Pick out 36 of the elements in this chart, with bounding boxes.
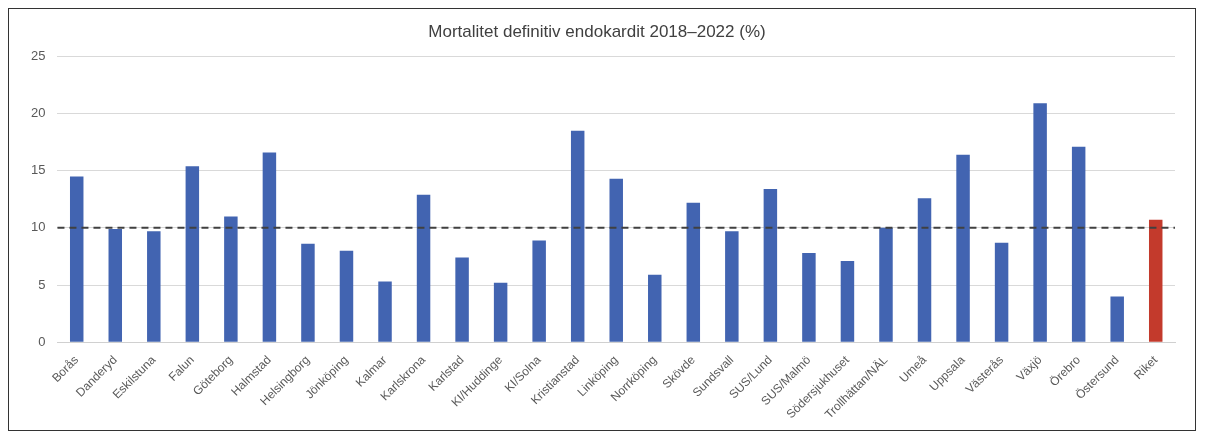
bar	[69, 176, 84, 342]
bar	[648, 274, 662, 342]
bar	[1110, 296, 1124, 342]
bar	[763, 189, 778, 342]
y-tick-label: 5	[38, 276, 46, 292]
bar	[570, 130, 585, 342]
y-tick-label: 25	[30, 47, 46, 63]
bar	[185, 166, 200, 342]
bar	[108, 229, 123, 342]
bar	[1148, 219, 1163, 342]
bar	[994, 242, 1009, 342]
bar	[879, 227, 893, 342]
bar	[455, 257, 469, 342]
bar	[416, 194, 431, 342]
y-tick-label: 0	[38, 333, 46, 349]
bar	[224, 216, 238, 342]
y-tick-label: 15	[30, 162, 46, 178]
bar	[493, 282, 508, 342]
chart-title: Mortalitet definitiv endokardit 2018–2022 (%)	[428, 21, 766, 41]
bar	[147, 231, 161, 342]
bar	[1033, 103, 1047, 342]
bar	[802, 253, 816, 342]
bar	[339, 250, 354, 342]
bar	[686, 202, 701, 342]
bar	[262, 152, 277, 342]
bar	[725, 231, 739, 342]
bar	[532, 240, 546, 342]
bar	[956, 154, 970, 342]
bar	[1071, 146, 1086, 342]
bar	[378, 281, 392, 342]
bar	[840, 261, 855, 342]
bar	[917, 198, 932, 342]
y-tick-label: 10	[30, 219, 46, 235]
bar	[609, 178, 623, 342]
y-tick-label: 20	[30, 105, 46, 121]
bar	[301, 243, 315, 342]
